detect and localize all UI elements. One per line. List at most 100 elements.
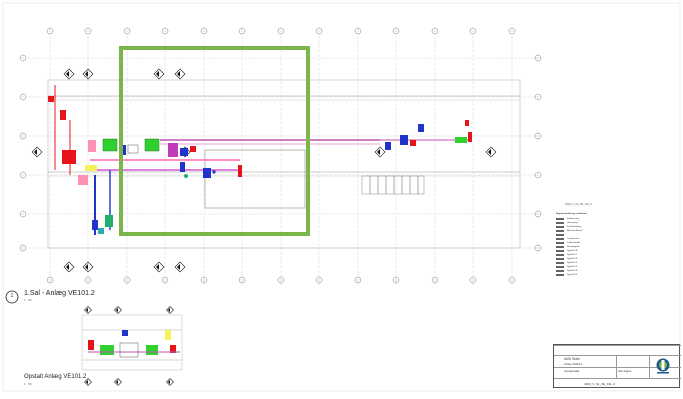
equipment-blocks	[48, 96, 472, 234]
grid-bubble-icon	[238, 27, 246, 35]
view-number: 1	[10, 293, 14, 299]
grid-bubble-icon	[431, 27, 439, 35]
grid-bubble-icon	[19, 132, 27, 140]
section-marker-icon	[166, 306, 174, 314]
title-block-project: AMU Skive	[564, 357, 580, 361]
legend-label: Udsugning	[567, 222, 578, 224]
legend-item: Afkastsluftkanal	[556, 229, 616, 233]
legend-swatch	[556, 261, 564, 265]
legend-item: Spjæld VH	[556, 269, 616, 273]
legend-label: Indblæsning	[567, 218, 579, 220]
legend-label: Spjæld VP	[567, 266, 578, 268]
legend-label: Spjæld VX	[567, 274, 578, 276]
grid-bubble-icon	[508, 27, 516, 35]
grid-bubbles-right	[534, 54, 542, 252]
section-marker-icon	[153, 261, 165, 273]
legend-label: Spjæld VT	[567, 254, 578, 256]
grid-bubble-icon	[84, 27, 92, 35]
title-block-phase: Hovedprojekt	[564, 370, 580, 373]
legend-label: Brandspjæld	[567, 246, 580, 248]
legend-swatch	[556, 217, 564, 221]
section-marker-icon	[84, 378, 92, 386]
legend-item: Comfortvent	[556, 237, 616, 241]
section-marker-icon	[114, 306, 122, 314]
grid-bubble-icon	[392, 27, 400, 35]
legend-item: Spjæld VP	[556, 265, 616, 269]
legend-item: Spjæld VE	[556, 249, 616, 253]
legend-swatch	[556, 269, 564, 273]
legend-title: Signaturforklaring ventilation	[556, 213, 587, 215]
grid-bubble-icon	[19, 93, 27, 101]
legend-item: Luftbehandler	[556, 241, 616, 245]
view-title-plan: 1.Sal - Anlæg VE101.2	[24, 290, 95, 297]
legend-item: Spjæld VF	[556, 261, 616, 265]
legend-swatch	[556, 225, 564, 229]
legend-swatch	[556, 265, 564, 269]
legend-swatch	[556, 229, 564, 233]
section-marker-icon	[114, 378, 122, 386]
legend-label: Afkastsluftkanal	[567, 230, 583, 232]
grid-bubbles-top	[46, 27, 516, 35]
legend-swatch	[556, 233, 564, 237]
title-block: AMU Skive Anlæg VE101.2 Hovedprojekt Som…	[553, 344, 681, 388]
highlight-rectangle	[119, 46, 310, 236]
logo-icon	[656, 358, 670, 374]
section-marker-icon	[31, 146, 43, 158]
legend-swatch	[556, 257, 564, 261]
legend: Signaturforklaring ventilation Indblæsni…	[556, 213, 616, 277]
grid-bubble-icon	[469, 27, 477, 35]
section-marker-icon	[153, 68, 165, 80]
legend-item	[556, 233, 616, 237]
legend-swatch	[556, 273, 564, 277]
sheet-reference-label: 4203_V_01_VE_101_2	[565, 203, 592, 206]
grid-bubble-icon	[19, 171, 27, 179]
section-marker-icon	[63, 261, 75, 273]
grid-bubble-icon	[19, 244, 27, 252]
view-scale-plan: 1 : 50	[24, 298, 32, 302]
section-marker-icon	[374, 146, 386, 158]
section-marker-icon	[166, 378, 174, 386]
grid-bubble-icon	[277, 27, 285, 35]
legend-swatch	[556, 221, 564, 225]
grid-bubble-icon	[315, 27, 323, 35]
grid-bubble-icon	[19, 54, 27, 62]
section-marker-icon	[63, 68, 75, 80]
title-block-number: 4203_V_01_VE_101_2	[584, 382, 616, 386]
legend-swatch	[556, 253, 564, 257]
grid-bubble-icon	[46, 27, 54, 35]
section-marker-icon	[82, 261, 94, 273]
elevation-section-markers	[84, 306, 174, 386]
section-marker-icon	[174, 261, 186, 273]
grid-bubble-icon	[200, 27, 208, 35]
legend-item: Brandspjæld	[556, 245, 616, 249]
legend-item: Spjæld VG	[556, 257, 616, 261]
sheet-border	[2, 2, 681, 392]
legend-swatch	[556, 245, 564, 249]
legend-item: Spjæld VX	[556, 273, 616, 277]
elevation-drawing	[81, 314, 183, 371]
view-scale-elevation: 1 : 50	[24, 382, 32, 386]
legend-label: Luftbehandler	[567, 242, 581, 244]
title-block-scale: Som angivet	[618, 370, 632, 373]
grid-bubble-icon	[123, 27, 131, 35]
grid-bubble-icon	[161, 27, 169, 35]
legend-item: Friskluftsluftag	[556, 225, 616, 229]
section-marker-icon	[174, 68, 186, 80]
legend-label: Friskluftsluftag	[567, 226, 582, 228]
legend-swatch	[556, 237, 564, 241]
legend-item: Spjæld VT	[556, 253, 616, 257]
view-number-marker	[5, 290, 19, 304]
view-title-elevation: Opstalt Anlæg VE101.2	[24, 374, 87, 380]
legend-label: Spjæld VH	[567, 270, 578, 272]
section-marker-icon	[84, 306, 92, 314]
section-marker-icon	[485, 146, 497, 158]
title-block-drawing: Anlæg VE101.2	[564, 363, 583, 366]
legend-item: Udsugning	[556, 221, 616, 225]
section-marker-icon	[82, 68, 94, 80]
legend-item: Indblæsning	[556, 217, 616, 221]
building-outline	[47, 79, 521, 249]
grid-bubbles-left	[19, 54, 27, 252]
grid-bubble-icon	[19, 210, 27, 218]
